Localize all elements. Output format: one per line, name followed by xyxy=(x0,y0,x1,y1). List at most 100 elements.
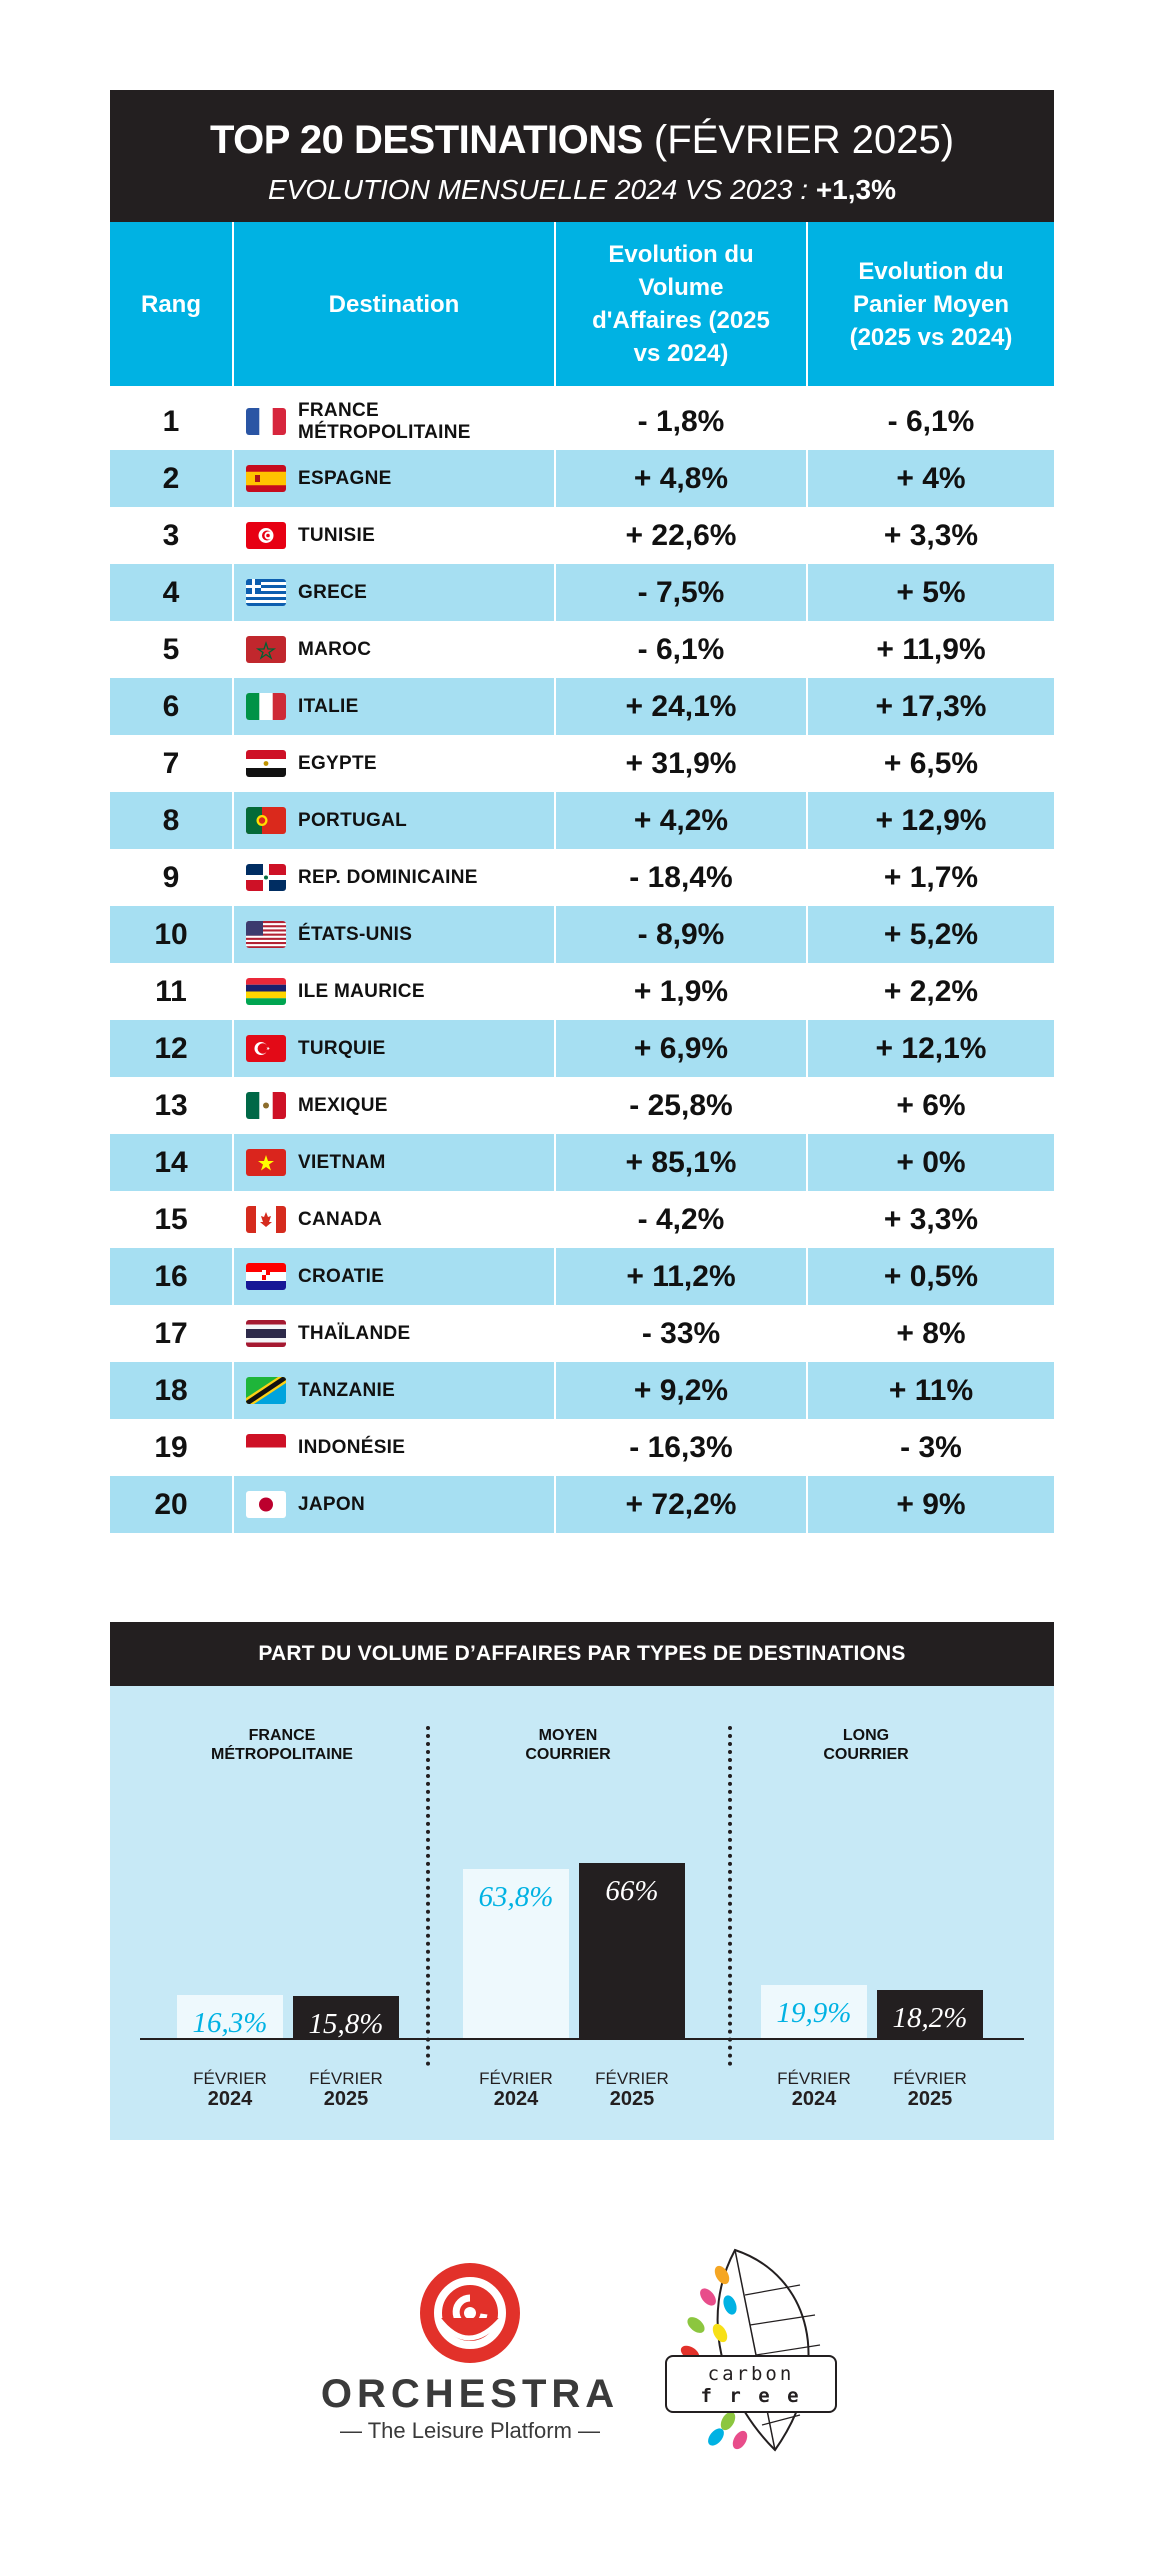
tanzania-flag-icon xyxy=(246,1377,286,1404)
panier-evolution-cell: - 6,1% xyxy=(887,404,975,438)
carbon-text: carbon xyxy=(707,2363,795,2385)
volume-evolution-cell: + 31,9% xyxy=(556,735,808,792)
group-title: LONG COURRIER xyxy=(746,1726,986,1764)
destination-name: ÉTATS-UNIS xyxy=(298,923,413,945)
destination-name: PORTUGAL xyxy=(298,809,408,831)
canada-flag-icon xyxy=(246,1206,286,1233)
table-row: 5 MAROC - 6,1% + 11,9% xyxy=(110,621,1054,678)
destination-cell: CROATIE xyxy=(234,1248,556,1305)
x-label-year: 2025 xyxy=(323,2088,369,2110)
mauritius-flag-icon xyxy=(246,978,286,1005)
page-header: TOP 20 DESTINATIONS (FÉVRIER 2025) EVOLU… xyxy=(110,90,1054,222)
section-title: PART DU VOLUME D’AFFAIRES PAR TYPES DE D… xyxy=(110,1622,1054,1686)
rank-cell: 2 xyxy=(110,450,234,507)
destination-cell: ITALIE xyxy=(234,678,556,735)
usa-flag-icon xyxy=(246,921,286,948)
group-title: FRANCE MÉTROPOLITAINE xyxy=(162,1726,402,1764)
page-subtitle: EVOLUTION MENSUELLE 2024 VS 2023 : +1,3% xyxy=(110,174,1054,206)
chart-baseline xyxy=(140,2038,1024,2040)
rank-cell: 6 xyxy=(110,678,234,735)
group-title-line1: MOYEN xyxy=(538,1727,598,1744)
destination-name: TANZANIE xyxy=(298,1379,396,1401)
egypt-flag-icon xyxy=(246,750,286,777)
table-row: 8 PORTUGAL + 4,2% + 12,9% xyxy=(110,792,1054,849)
rank-cell: 17 xyxy=(110,1305,234,1362)
panier-evolution-cell: + 9% xyxy=(896,1487,966,1521)
table-row: 20 JAPON + 72,2% + 9% xyxy=(110,1476,1054,1533)
bar-value-label: 18,2% xyxy=(892,2002,968,2034)
bar-value-label: 15,8% xyxy=(308,2008,384,2040)
orchestra-tagline: — The Leisure Platform — xyxy=(339,2418,601,2443)
group-separator xyxy=(426,1726,430,2066)
bar xyxy=(177,1995,283,2038)
group-title-line2: MÉTROPOLITAINE xyxy=(211,1746,353,1763)
volume-evolution-cell: + 1,9% xyxy=(556,963,808,1020)
group-title-line1: LONG xyxy=(842,1727,890,1744)
x-label-year: 2024 xyxy=(493,2088,539,2110)
table-header: Rang Destination Evolution du Volume d'A… xyxy=(110,222,1054,386)
x-axis-label: FÉVRIER 2024 xyxy=(759,2068,869,2110)
volume-evolution-cell: + 24,1% xyxy=(556,678,808,735)
destination-cell: CANADA xyxy=(234,1191,556,1248)
destination-cell: TURQUIE xyxy=(234,1020,556,1077)
bar-value-label: 66% xyxy=(605,1875,659,1907)
free-text: f r e e xyxy=(700,2385,802,2407)
turkey-flag-icon xyxy=(246,1035,286,1062)
dominican-republic-flag-icon xyxy=(246,864,286,891)
panier-evolution-cell: + 8% xyxy=(896,1316,966,1350)
x-label-month: FÉVRIER xyxy=(893,2069,967,2088)
indonesia-flag-icon xyxy=(246,1434,286,1461)
japan-flag-icon xyxy=(246,1491,286,1518)
destination-name: CANADA xyxy=(298,1208,383,1230)
panier-evolution-cell: + 12,9% xyxy=(875,803,987,837)
table-row: 12 TURQUIE + 6,9% + 12,1% xyxy=(110,1020,1054,1077)
volume-evolution-cell: + 11,2% xyxy=(556,1248,808,1305)
destination-name: REP. DOMINICAINE xyxy=(298,866,478,888)
x-label-month: FÉVRIER xyxy=(479,2069,553,2088)
orchestra-logo: ORCHESTRA — The Leisure Platform — xyxy=(320,2258,620,2443)
morocco-flag-icon xyxy=(246,636,286,663)
destination-cell: REP. DOMINICAINE xyxy=(234,849,556,906)
destination-cell: FRANCE MÉTROPOLITAINE xyxy=(234,393,556,450)
vietnam-flag-icon xyxy=(246,1149,286,1176)
panier-evolution-cell: + 6,5% xyxy=(883,746,979,780)
table-row: 9 REP. DOMINICAINE - 18,4% + 1,7% xyxy=(110,849,1054,906)
destination-name: INDONÉSIE xyxy=(298,1436,406,1458)
bar xyxy=(463,1869,569,2038)
portugal-flag-icon xyxy=(246,807,286,834)
orchestra-name: ORCHESTRA xyxy=(320,2372,620,2416)
destination-name: ITALIE xyxy=(298,695,359,717)
table-row: 1 FRANCE MÉTROPOLITAINE - 1,8% - 6,1% xyxy=(110,393,1054,450)
rank-cell: 4 xyxy=(110,564,234,621)
bar xyxy=(293,1996,399,2038)
x-label-month: FÉVRIER xyxy=(193,2069,267,2088)
x-label-year: 2024 xyxy=(207,2088,253,2110)
bar-chart-panel: FRANCE MÉTROPOLITAINE 16,3% FÉVRIER 2024 15,8… xyxy=(110,1686,1054,2140)
rank-cell: 15 xyxy=(110,1191,234,1248)
x-axis-label: FÉVRIER 2024 xyxy=(175,2068,285,2110)
volume-evolution-cell: - 18,4% xyxy=(556,849,808,906)
column-header-panier-label: Evolution du Panier Moyen (2025 vs 2024) xyxy=(849,257,1013,351)
destination-name: TURQUIE xyxy=(298,1037,386,1059)
rank-cell: 18 xyxy=(110,1362,234,1419)
group-title-line2: COURRIER xyxy=(823,1746,909,1763)
table-row: 13 MEXIQUE - 25,8% + 6% xyxy=(110,1077,1054,1134)
rank-cell: 3 xyxy=(110,507,234,564)
destination-name: JAPON xyxy=(298,1493,365,1515)
destination-name: CROATIE xyxy=(298,1265,385,1287)
table-row: 7 EGYPTE + 31,9% + 6,5% xyxy=(110,735,1054,792)
table-row: 3 TUNISIE + 22,6% + 3,3% xyxy=(110,507,1054,564)
panier-evolution-cell: + 0% xyxy=(896,1145,966,1179)
destination-cell: INDONÉSIE xyxy=(234,1419,556,1476)
volume-evolution-cell: - 1,8% xyxy=(556,393,808,450)
rank-cell: 10 xyxy=(110,906,234,963)
destination-cell: TUNISIE xyxy=(234,507,556,564)
x-axis-label: FÉVRIER 2024 xyxy=(461,2068,571,2110)
volume-evolution-cell: - 16,3% xyxy=(556,1419,808,1476)
table-row: 17 THAÏLANDE - 33% + 8% xyxy=(110,1305,1054,1362)
destination-name: MEXIQUE xyxy=(298,1094,388,1116)
x-axis-label: FÉVRIER 2025 xyxy=(291,2068,401,2110)
x-axis-label: FÉVRIER 2025 xyxy=(875,2068,985,2110)
x-label-year: 2025 xyxy=(609,2088,655,2110)
thailand-flag-icon xyxy=(246,1320,286,1347)
